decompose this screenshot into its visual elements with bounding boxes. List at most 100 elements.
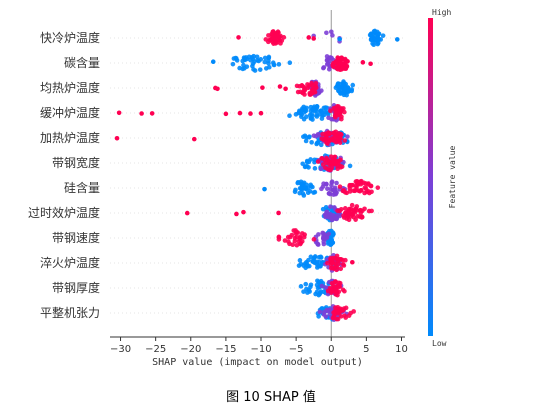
shap-point: [354, 185, 359, 190]
shap-point: [336, 283, 341, 289]
shap-point: [333, 60, 338, 65]
shap-point: [335, 208, 340, 214]
feature-label: 带钢速度: [52, 230, 100, 245]
shap-point: [329, 165, 335, 171]
shap-point: [313, 80, 319, 86]
shap-point: [282, 238, 288, 243]
shap-point: [323, 181, 329, 187]
shap-point: [267, 37, 273, 43]
shap-point: [139, 111, 144, 116]
shap-point: [309, 140, 314, 145]
shap-point: [330, 265, 335, 271]
shap-point: [325, 260, 330, 266]
shap-point: [329, 215, 335, 220]
shap-point: [365, 188, 371, 194]
shap-point: [333, 85, 339, 90]
feature-label: 均热炉温度: [40, 80, 100, 95]
shap-point: [295, 89, 301, 95]
shap-point: [332, 256, 338, 261]
shap-point: [296, 110, 301, 116]
shap-point: [354, 204, 360, 209]
shap-point: [318, 289, 324, 294]
shap-summary-plot: 快冷炉温度碳含量均热炉温度缓冲炉温度加热炉温度带钢宽度硅含量过时效炉温度带钢速度…: [28, 8, 457, 368]
colorbar-title: Feature value: [448, 146, 457, 209]
shap-point: [233, 55, 238, 61]
shap-point: [347, 183, 352, 189]
shap-point: [362, 206, 367, 212]
shap-point: [331, 282, 336, 288]
feature-label: 碳含量: [64, 55, 100, 70]
shap-point: [324, 209, 330, 215]
x-tick-label: −30: [110, 344, 131, 355]
shap-point: [300, 181, 306, 187]
shap-point: [325, 112, 331, 117]
shap-point: [279, 38, 285, 43]
feature-label: 快冷炉温度: [40, 30, 100, 45]
shap-point: [317, 309, 323, 315]
feature-label: 带钢宽度: [52, 155, 100, 170]
shap-point: [307, 112, 313, 118]
shap-point: [342, 138, 348, 143]
shap-point: [324, 54, 330, 59]
shap-point: [292, 189, 298, 195]
shap-point: [262, 55, 268, 61]
shap-point: [290, 242, 295, 247]
shap-point: [316, 314, 321, 319]
shap-point: [372, 28, 378, 34]
shap-point: [234, 211, 239, 217]
shap-point: [311, 255, 317, 261]
x-tick-label: −15: [215, 344, 236, 355]
shap-point: [302, 232, 307, 237]
shap-point: [337, 36, 342, 42]
shap-point: [308, 116, 314, 121]
shap-point: [324, 160, 329, 166]
shap-point: [332, 215, 338, 220]
figure-caption: 图 10 SHAP 值: [226, 390, 316, 405]
shap-point: [358, 188, 364, 193]
shap-point: [254, 54, 260, 60]
shap-point: [363, 181, 369, 186]
shap-point: [339, 132, 344, 138]
shap-point: [258, 110, 264, 116]
shap-point: [223, 111, 229, 117]
shap-point: [310, 259, 316, 265]
shap-point: [252, 68, 258, 73]
feature-label: 淬火炉温度: [40, 255, 100, 270]
x-axis-title: SHAP value (impact on model output): [152, 357, 363, 368]
shap-point: [333, 110, 338, 115]
shap-point: [339, 55, 344, 61]
shap-point: [328, 108, 333, 114]
shap-point: [329, 55, 334, 61]
shap-point: [258, 57, 264, 62]
shap-point: [343, 315, 349, 320]
shap-point: [347, 163, 353, 169]
shap-point: [353, 217, 358, 222]
shap-point: [350, 259, 355, 265]
shap-point: [271, 62, 277, 67]
shap-point: [324, 58, 330, 63]
shap-point: [334, 180, 339, 186]
shap-point: [251, 53, 256, 59]
shap-point: [305, 82, 310, 87]
shap-point: [359, 178, 364, 184]
shap-point: [338, 91, 344, 96]
shap-point: [328, 204, 333, 209]
shap-point: [322, 136, 328, 142]
shap-point: [252, 59, 257, 64]
shap-point: [298, 240, 304, 246]
shap-point: [335, 292, 340, 298]
shap-point: [326, 231, 331, 237]
shap-point: [332, 309, 337, 315]
shap-point: [341, 187, 347, 193]
shap-point: [248, 57, 253, 63]
shap-point: [263, 37, 269, 42]
shap-point: [338, 314, 344, 319]
shap-point: [340, 262, 346, 267]
shap-point: [309, 87, 315, 93]
shap-point: [311, 190, 316, 195]
shap-point: [316, 232, 321, 237]
shap-point: [345, 134, 350, 139]
shap-point: [324, 30, 329, 36]
shap-point: [370, 41, 375, 46]
shap-point: [306, 134, 312, 140]
